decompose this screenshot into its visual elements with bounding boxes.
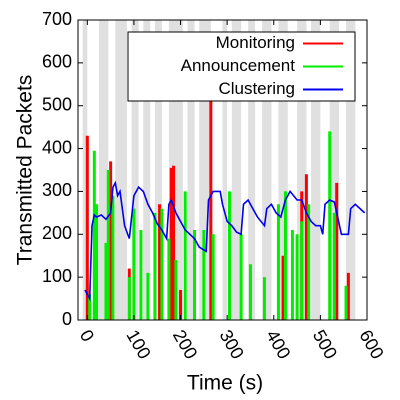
- y-tick-label: 300: [42, 180, 72, 200]
- shaded-band: [262, 20, 272, 320]
- y-tick-label: 600: [42, 52, 72, 72]
- shaded-band: [329, 20, 340, 320]
- shaded-band: [82, 20, 88, 320]
- shaded-band: [231, 20, 242, 320]
- shaded-band: [278, 20, 288, 320]
- plot-area: [82, 20, 366, 320]
- y-tick-label: 200: [42, 223, 72, 243]
- y-tick-label: 700: [42, 9, 72, 29]
- x-tick-label: 600: [355, 326, 387, 362]
- x-tick-label: 0: [76, 326, 98, 345]
- shaded-band: [248, 20, 256, 320]
- x-tick-label: 200: [169, 326, 201, 362]
- y-tick-label: 500: [42, 94, 72, 114]
- legend-label: Monitoring: [216, 33, 295, 52]
- x-tick-label: 400: [262, 326, 294, 362]
- shaded-band: [297, 20, 307, 320]
- legend-label: Announcement: [181, 56, 296, 75]
- shaded-band: [311, 20, 321, 320]
- x-tick-label: 500: [309, 326, 341, 362]
- series-line: [84, 180, 366, 302]
- y-tick-label: 0: [62, 309, 72, 329]
- shaded-band: [346, 20, 356, 320]
- legend: Monitoring Announcement Clustering: [127, 31, 356, 102]
- x-axis-title: Time (s): [187, 372, 263, 395]
- plot-frame: [77, 19, 368, 321]
- shaded-band: [115, 20, 127, 320]
- shaded-band: [199, 20, 211, 320]
- shaded-band: [187, 20, 195, 320]
- x-tick-label: 300: [216, 326, 248, 362]
- y-axis-title: Transmitted Packets: [14, 75, 37, 266]
- shaded-band: [154, 20, 162, 320]
- legend-label: Clustering: [218, 79, 295, 98]
- shaded-band: [222, 20, 228, 320]
- shaded-band: [131, 20, 139, 320]
- shaded-band: [143, 20, 151, 320]
- y-tick-label: 100: [42, 266, 72, 286]
- y-tick-label: 400: [42, 137, 72, 157]
- x-tick-label: 100: [122, 326, 154, 362]
- shaded-band: [98, 20, 109, 320]
